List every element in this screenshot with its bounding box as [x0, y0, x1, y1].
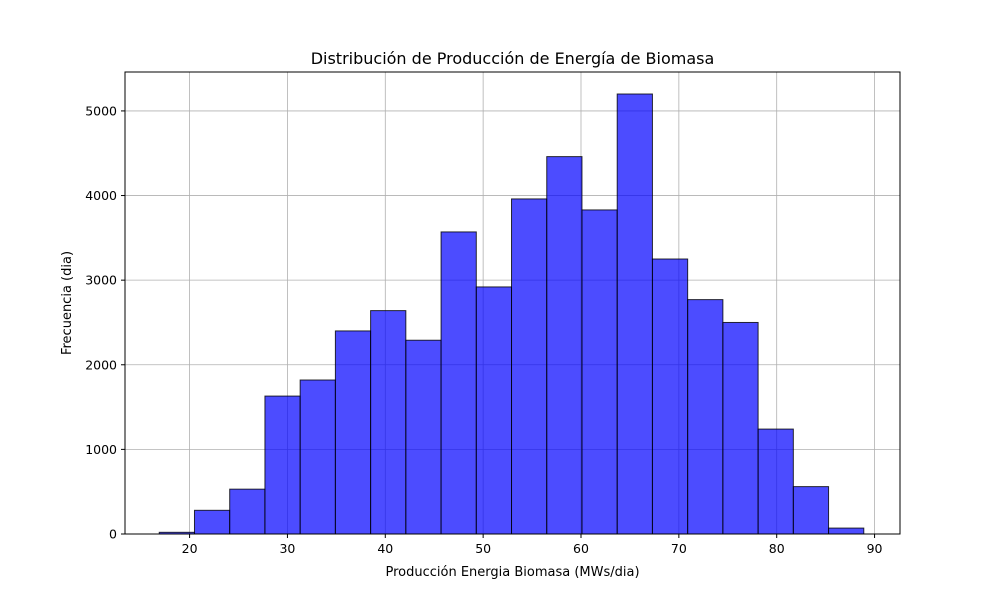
ticks-layer: 20 30 40 50 60 70 80 90 0 1000 2000 3000 4000 5000 [85, 103, 882, 556]
histogram-bar [264, 395, 301, 535]
y-tick-label: 1000 [85, 442, 117, 457]
x-tick-label: 30 [279, 541, 295, 556]
plot-area-frame [124, 71, 901, 535]
x-tick-label: 20 [182, 541, 198, 556]
histogram-bar [828, 527, 865, 535]
y-tick-label: 0 [109, 527, 117, 542]
y-tick-label: 3000 [85, 273, 117, 288]
histogram-bar [687, 299, 724, 535]
histogram-bar [616, 93, 653, 535]
histogram-bar [334, 330, 372, 535]
x-tick-label: 80 [769, 541, 785, 556]
chart-title: Distribución de Producción de Energía de… [311, 49, 715, 68]
histogram-bar [475, 286, 513, 535]
histogram-bar [299, 379, 336, 535]
x-tick-label: 50 [475, 541, 491, 556]
x-tick-label: 70 [671, 541, 687, 556]
histogram-bar [405, 339, 442, 535]
histogram-bar [511, 198, 548, 535]
x-tick-label: 60 [573, 541, 589, 556]
bars-layer [158, 93, 865, 535]
y-tick-label: 2000 [85, 357, 117, 372]
histogram-bar [651, 258, 689, 535]
histogram-bar [440, 231, 477, 535]
histogram-bar [792, 486, 830, 535]
y-tick-label: 5000 [85, 103, 117, 118]
histogram-bar [229, 488, 266, 535]
histogram-bar [546, 156, 583, 535]
y-tick-label: 4000 [85, 188, 117, 203]
x-axis-label: Producción Energia Biomasa (MWs/dia) [385, 565, 639, 580]
histogram-bar [722, 321, 759, 535]
x-tick-label: 90 [867, 541, 883, 556]
histogram-bar [757, 428, 794, 535]
y-axis-label: Frecuencia (dia) [60, 251, 75, 355]
histogram-bar [370, 310, 407, 535]
histogram-bar [581, 209, 618, 535]
x-tick-label: 40 [377, 541, 393, 556]
histogram-bar [193, 509, 231, 535]
